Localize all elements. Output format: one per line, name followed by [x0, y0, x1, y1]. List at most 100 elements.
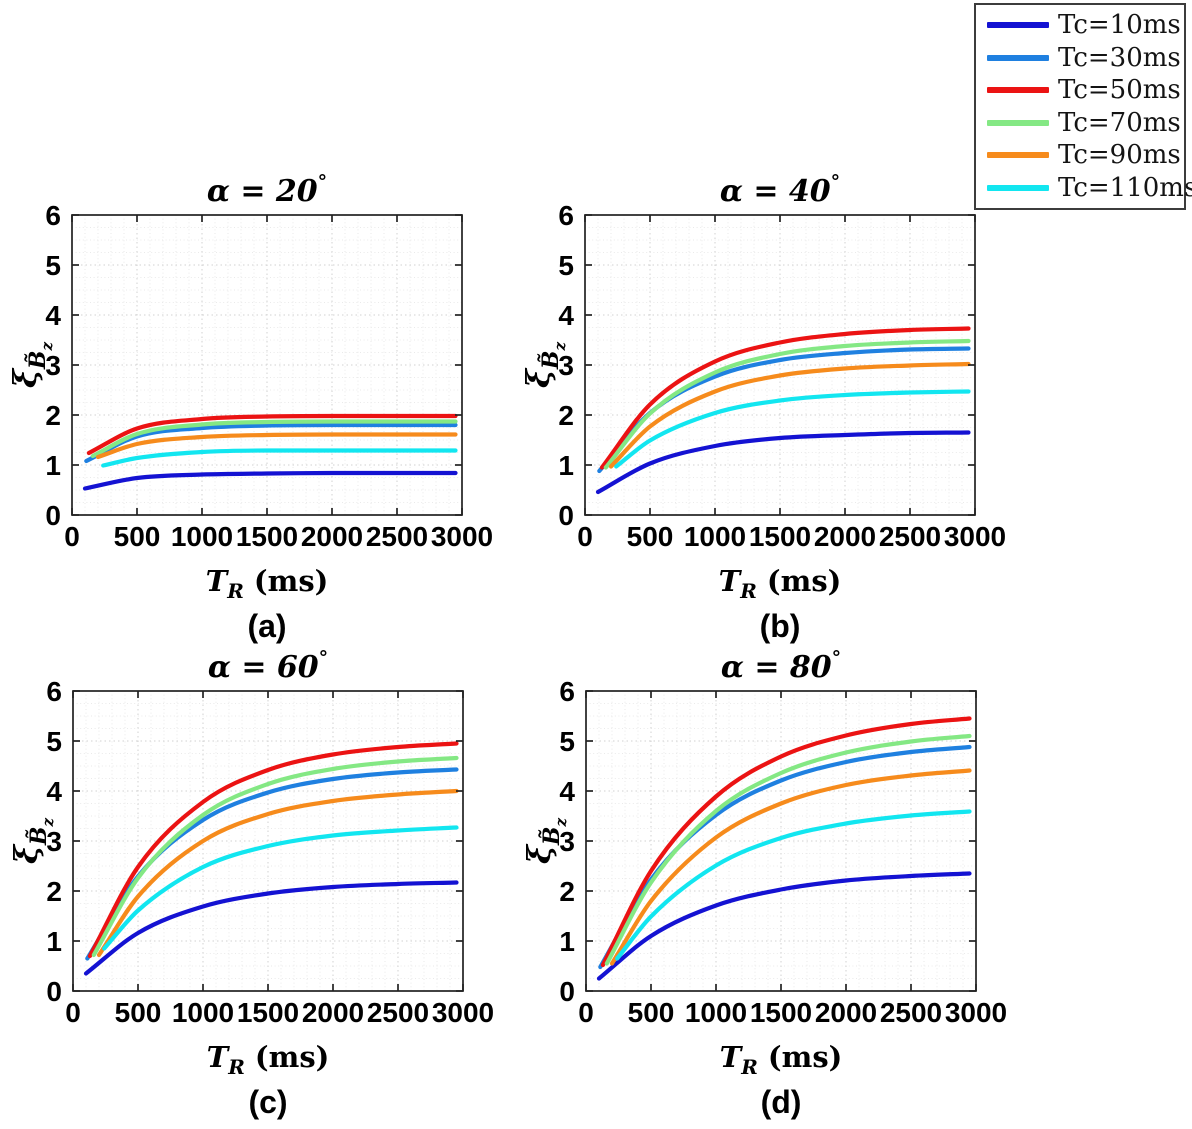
legend-entry: Tc=30ms — [976, 42, 1184, 73]
series-curve-tc-90ms — [96, 788, 459, 958]
subplot-b: 0 500 1000 1500 2000 2500 3000 0 1 2 3 4 5 6 α = 40° TR… — [519, 171, 1006, 644]
legend-line-sample — [987, 87, 1049, 94]
subplot-c: 0 500 1000 1500 2000 2500 3000 0 1 2 3 4 5 6 α = 60° TR… — [7, 647, 494, 1120]
legend-entry-label: Tc=30ms — [1058, 42, 1181, 73]
subplot-letter: (d) — [761, 1084, 802, 1120]
legend-entry-label: Tc=50ms — [1058, 75, 1181, 106]
legend-line-sample — [987, 54, 1049, 61]
x-tick-label: 2000 — [301, 521, 363, 552]
x-tick-label: 500 — [115, 997, 162, 1028]
y-tick-label: 1 — [46, 926, 62, 957]
x-tick-label: 500 — [627, 521, 674, 552]
x-tick-label: 1000 — [685, 997, 747, 1028]
y-tick-label: 0 — [559, 976, 575, 1007]
subplot-title: α = 40° — [720, 171, 840, 209]
legend-entry: Tc=10ms — [976, 10, 1184, 41]
subplot-letter: (b) — [760, 608, 801, 644]
y-tick-label: 3 — [558, 350, 574, 381]
x-tick-label: 1000 — [172, 997, 234, 1028]
y-tick-label: 6 — [45, 200, 61, 231]
y-axis-label: ξB̃z — [519, 341, 569, 388]
x-tick-label: 500 — [628, 997, 675, 1028]
series-curve-tc-50ms — [600, 716, 972, 968]
y-axis-label: ξB̃z — [6, 341, 56, 388]
series-curve-tc-90ms — [95, 432, 458, 460]
y-tick-label: 5 — [558, 250, 574, 281]
y-tick-label: 4 — [46, 776, 62, 807]
legend-line-sample — [987, 22, 1049, 29]
legend-entry-label: Tc=10ms — [1058, 10, 1181, 41]
subplot-title: α = 60° — [208, 647, 328, 685]
y-axis-label: ξB̃z — [7, 817, 57, 864]
y-tick-label: 2 — [46, 876, 62, 907]
x-tick-label: 2500 — [879, 521, 941, 552]
legend-entry-label: Tc=110ms — [1058, 172, 1192, 203]
subplot-d: 0 500 1000 1500 2000 2500 3000 0 1 2 3 4 5 6 α = 80° TR… — [520, 647, 1007, 1120]
series-curve-tc-10ms — [596, 871, 972, 981]
x-tick-label: 0 — [577, 521, 593, 552]
x-tick-label: 2000 — [302, 997, 364, 1028]
y-tick-label: 6 — [558, 200, 574, 231]
x-tick-label: 3000 — [431, 521, 493, 552]
subplot-letter: (c) — [248, 1084, 287, 1120]
x-tick-label: 0 — [64, 521, 80, 552]
x-tick-label: 2500 — [366, 521, 428, 552]
series-curve-tc-10ms — [82, 470, 458, 491]
subplot-title: α = 20° — [207, 171, 327, 209]
legend-entry: Tc=50ms — [976, 75, 1184, 106]
x-tick-label: 1500 — [236, 521, 298, 552]
y-tick-label: 4 — [559, 776, 575, 807]
legend-entry: Tc=70ms — [976, 107, 1184, 138]
y-tick-label: 0 — [46, 976, 62, 1007]
y-tick-label: 5 — [559, 726, 575, 757]
series-curve-tc-110ms — [102, 825, 459, 951]
x-tick-label: 1000 — [171, 521, 233, 552]
y-tick-label: 2 — [559, 876, 575, 907]
series-curve-tc-50ms — [86, 413, 458, 456]
y-tick-label: 1 — [45, 450, 61, 481]
y-tick-label: 0 — [558, 500, 574, 531]
series-curve-tc-110ms — [614, 389, 971, 469]
series-curve-tc-110ms — [615, 809, 972, 961]
series-curve-tc-50ms — [599, 326, 971, 470]
legend-entry-label: Tc=70ms — [1058, 107, 1181, 138]
x-tick-label: 1500 — [750, 997, 812, 1028]
x-tick-label: 1500 — [237, 997, 299, 1028]
x-tick-label: 1000 — [684, 521, 746, 552]
x-tick-label: 0 — [578, 997, 594, 1028]
x-tick-label: 2000 — [814, 521, 876, 552]
x-tick-label: 2500 — [880, 997, 942, 1028]
series-curve-tc-70ms — [603, 338, 971, 470]
y-tick-label: 4 — [45, 300, 61, 331]
x-tick-label: 2500 — [367, 997, 429, 1028]
x-axis-label: TR (ms) — [719, 564, 842, 603]
y-tick-label: 6 — [46, 676, 62, 707]
subplot-a: 0 500 1000 1500 2000 2500 3000 0 1 2 3 4 5 6 α = 20° TR… — [6, 171, 493, 644]
y-tick-label: 0 — [45, 500, 61, 531]
x-tick-label: 3000 — [944, 521, 1006, 552]
series-curve-tc-90ms — [608, 361, 971, 469]
y-axis-label: ξB̃z — [520, 817, 570, 864]
x-tick-label: 1500 — [749, 521, 811, 552]
x-axis-label: TR (ms) — [720, 1040, 843, 1079]
y-tick-label: 1 — [558, 450, 574, 481]
y-tick-label: 2 — [558, 400, 574, 431]
subplot-letter: (a) — [247, 608, 286, 644]
x-tick-label: 2000 — [815, 997, 877, 1028]
series-curve-tc-70ms — [90, 419, 458, 459]
x-axis-label: TR (ms) — [206, 564, 329, 603]
series-curve-tc-10ms — [595, 430, 971, 495]
legend-line-sample — [987, 119, 1049, 126]
y-tick-label: 3 — [559, 826, 575, 857]
y-tick-label: 3 — [46, 826, 62, 857]
series-curve-tc-110ms — [101, 448, 458, 468]
x-tick-label: 3000 — [945, 997, 1007, 1028]
series-curve-tc-70ms — [91, 755, 459, 958]
x-axis-label: TR (ms) — [207, 1040, 330, 1079]
series-curve-tc-30ms — [84, 422, 458, 464]
legend-entry: Tc=90ms — [976, 140, 1184, 171]
legend-line-sample — [987, 184, 1049, 191]
y-tick-label: 2 — [45, 400, 61, 431]
x-tick-label: 3000 — [432, 997, 494, 1028]
